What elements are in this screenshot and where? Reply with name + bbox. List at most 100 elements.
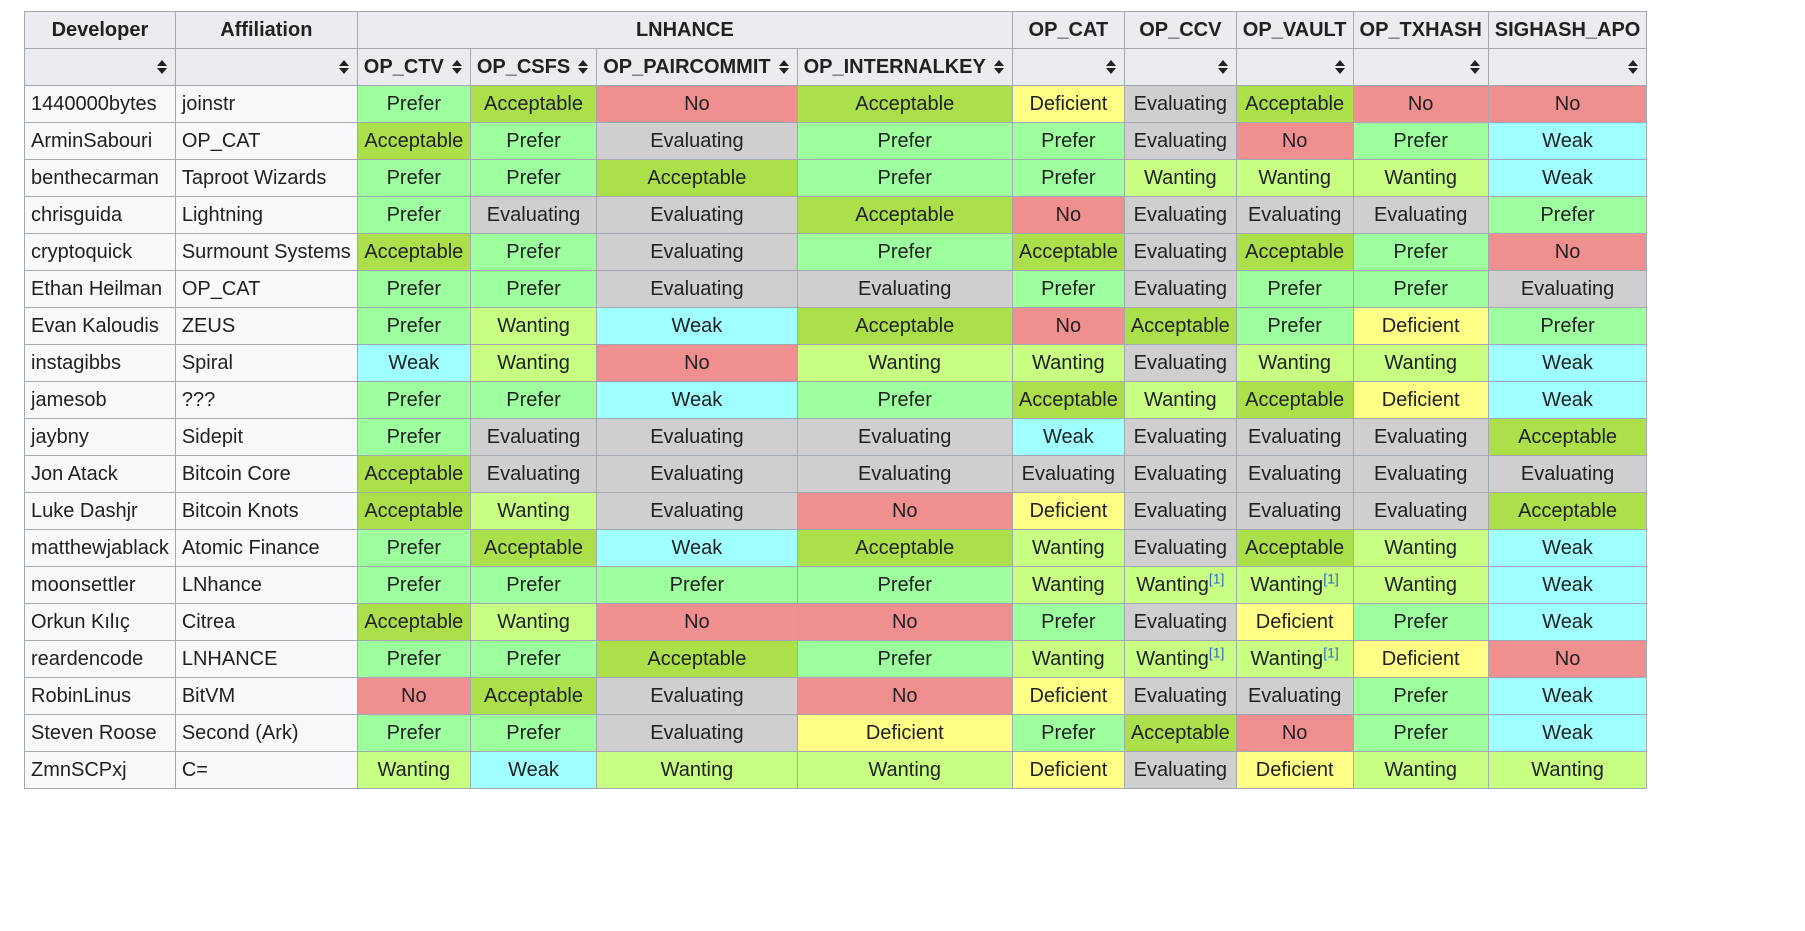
status-label: Deficient: [1255, 610, 1334, 633]
footnote-link[interactable]: [1]: [1323, 569, 1339, 586]
header-row-sort: OP_CTV OP_CSFS OP_PAIRCOMMIT OP_INTERNAL…: [24, 48, 1648, 86]
op-vault-status-cell: Evaluating: [1235, 196, 1354, 234]
status-label: Deficient: [1029, 499, 1108, 522]
op-csfs-status-cell: Wanting: [469, 603, 598, 641]
affiliation-cell: LNHANCE: [174, 640, 358, 678]
status-label: No: [1407, 92, 1434, 115]
op-txhash-status-cell: Prefer: [1352, 677, 1489, 715]
sort-op-cat-button[interactable]: [1011, 48, 1125, 86]
footnote-link[interactable]: [1]: [1208, 569, 1225, 586]
op-ccv-status-cell: Wanting: [1123, 381, 1237, 419]
sort-op-ctv-button[interactable]: OP_CTV: [356, 48, 471, 86]
status-label: Evaluating: [1373, 203, 1468, 226]
status-label: Prefer: [506, 277, 561, 300]
op-internalkey-status-cell: Acceptable: [796, 85, 1013, 123]
status-label: Evaluating: [1133, 203, 1228, 226]
status-label: Deficient: [1255, 758, 1334, 781]
table-row: ZmnSCPxj C= Wanting Weak Wanting Wanting Defic…: [24, 751, 1648, 789]
status-label: Prefer: [877, 129, 932, 152]
affiliation-cell: ZEUS: [174, 307, 358, 345]
footnote-link[interactable]: [1]: [1208, 643, 1225, 660]
op-ccv-status-cell: Evaluating: [1123, 751, 1237, 789]
op-csfs-status-cell: Weak: [469, 751, 598, 789]
sort-op-txhash-button[interactable]: [1352, 48, 1489, 86]
sort-op-csfs-button[interactable]: OP_CSFS: [469, 48, 598, 86]
op-ctv-status-cell: Acceptable: [356, 233, 471, 271]
op-paircommit-status-cell: Acceptable: [596, 159, 798, 197]
status-label: Evaluating: [1247, 203, 1342, 226]
status-label: Prefer: [877, 388, 932, 411]
status-label: No: [891, 499, 918, 522]
sort-op-ccv-button[interactable]: [1123, 48, 1237, 86]
status-label: Wanting: [1143, 166, 1217, 189]
sighash-apo-status-cell: Weak: [1487, 677, 1648, 715]
status-label: Wanting: [1384, 166, 1457, 189]
sort-sighash-apo-button[interactable]: [1487, 48, 1648, 86]
op-ccv-status-cell: Evaluating: [1123, 344, 1237, 382]
status-label: Acceptable: [1018, 240, 1118, 263]
status-label: Acceptable: [855, 203, 955, 226]
status-label: Wanting: [1250, 573, 1324, 596]
developer-cell: RobinLinus: [24, 677, 176, 715]
sighash-apo-status-cell: Prefer: [1487, 196, 1648, 234]
footnote-link[interactable]: [1]: [1323, 643, 1339, 660]
op-vault-status-cell: Acceptable: [1235, 381, 1354, 419]
status-label: Prefer: [386, 647, 442, 670]
sort-op-paircommit-button[interactable]: OP_PAIRCOMMIT: [596, 48, 798, 86]
op-csfs-status-cell: Wanting: [469, 307, 598, 345]
table-row: matthewjablack Atomic Finance Prefer Accept…: [24, 529, 1648, 567]
op-ccv-status-cell: Acceptable: [1123, 307, 1237, 345]
op-csfs-status-cell: Prefer: [469, 381, 598, 419]
status-label: Weak: [1542, 573, 1593, 596]
status-label: Weak: [1542, 536, 1593, 559]
table-row: Luke Dashjr Bitcoin Knots Acceptable Wantin…: [24, 492, 1648, 530]
status-label: Prefer: [1393, 684, 1448, 707]
table-row: ArminSabouri OP_CAT Acceptable Prefer Evalua…: [24, 122, 1648, 160]
status-label: Prefer: [877, 573, 932, 596]
op-txhash-status-cell: Deficient: [1352, 307, 1489, 345]
sighash-apo-status-cell: Weak: [1487, 122, 1648, 160]
status-label: Deficient: [1029, 684, 1108, 707]
status-label: No: [1055, 203, 1082, 226]
op-paircommit-status-cell: No: [596, 344, 798, 382]
table-row: moonsettler LNhance Prefer Prefer Prefer Pref…: [24, 566, 1648, 604]
status-label: Prefer: [386, 92, 442, 115]
status-label: Prefer: [386, 277, 442, 300]
op-csfs-status-cell: Prefer: [469, 159, 598, 197]
sighash-apo-status-cell: Wanting: [1487, 751, 1648, 789]
status-label: Evaluating: [650, 203, 744, 226]
sort-op-vault-button[interactable]: [1235, 48, 1354, 86]
status-label: Acceptable: [484, 684, 583, 707]
op-ctv-status-cell: Acceptable: [356, 492, 471, 530]
sort-arrows-icon: [1334, 59, 1345, 75]
op-paircommit-status-cell: Evaluating: [596, 418, 798, 456]
op-cat-status-cell: Prefer: [1011, 159, 1125, 197]
op-internalkey-status-cell: Evaluating: [796, 455, 1013, 493]
sighash-apo-status-cell: Weak: [1487, 381, 1648, 419]
op-paircommit-status-cell: Wanting: [596, 751, 798, 789]
developer-cell: ArminSabouri: [24, 122, 176, 160]
status-label: Weak: [1542, 166, 1593, 189]
status-label: Wanting: [1136, 573, 1209, 596]
op-vault-status-cell: Prefer: [1235, 307, 1354, 345]
op-ctv-status-cell: Acceptable: [356, 455, 471, 493]
sort-arrows-icon: [1217, 59, 1228, 75]
sort-affiliation-button[interactable]: [174, 48, 358, 86]
op-txhash-status-cell: Prefer: [1352, 122, 1489, 160]
status-label: Wanting: [1384, 536, 1457, 559]
op-txhash-status-cell: Prefer: [1352, 603, 1489, 641]
op-ctv-status-cell: Prefer: [356, 196, 471, 234]
status-label: Prefer: [1041, 721, 1096, 744]
sort-op-internalkey-button[interactable]: OP_INTERNALKEY: [796, 48, 1013, 86]
sighash-apo-status-cell: Acceptable: [1487, 492, 1648, 530]
op-ccv-status-cell: Acceptable: [1123, 714, 1237, 752]
op-internalkey-status-cell: Evaluating: [796, 270, 1013, 308]
op-paircommit-status-cell: Weak: [596, 529, 798, 567]
op-ccv-status-cell: Evaluating: [1123, 529, 1237, 567]
op-csfs-status-cell: Acceptable: [469, 677, 598, 715]
op-internalkey-status-cell: No: [796, 603, 1013, 641]
sort-arrows-icon: [156, 59, 167, 75]
op-paircommit-status-cell: Evaluating: [596, 677, 798, 715]
affiliation-cell: joinstr: [174, 85, 358, 123]
sort-developer-button[interactable]: [24, 48, 176, 86]
